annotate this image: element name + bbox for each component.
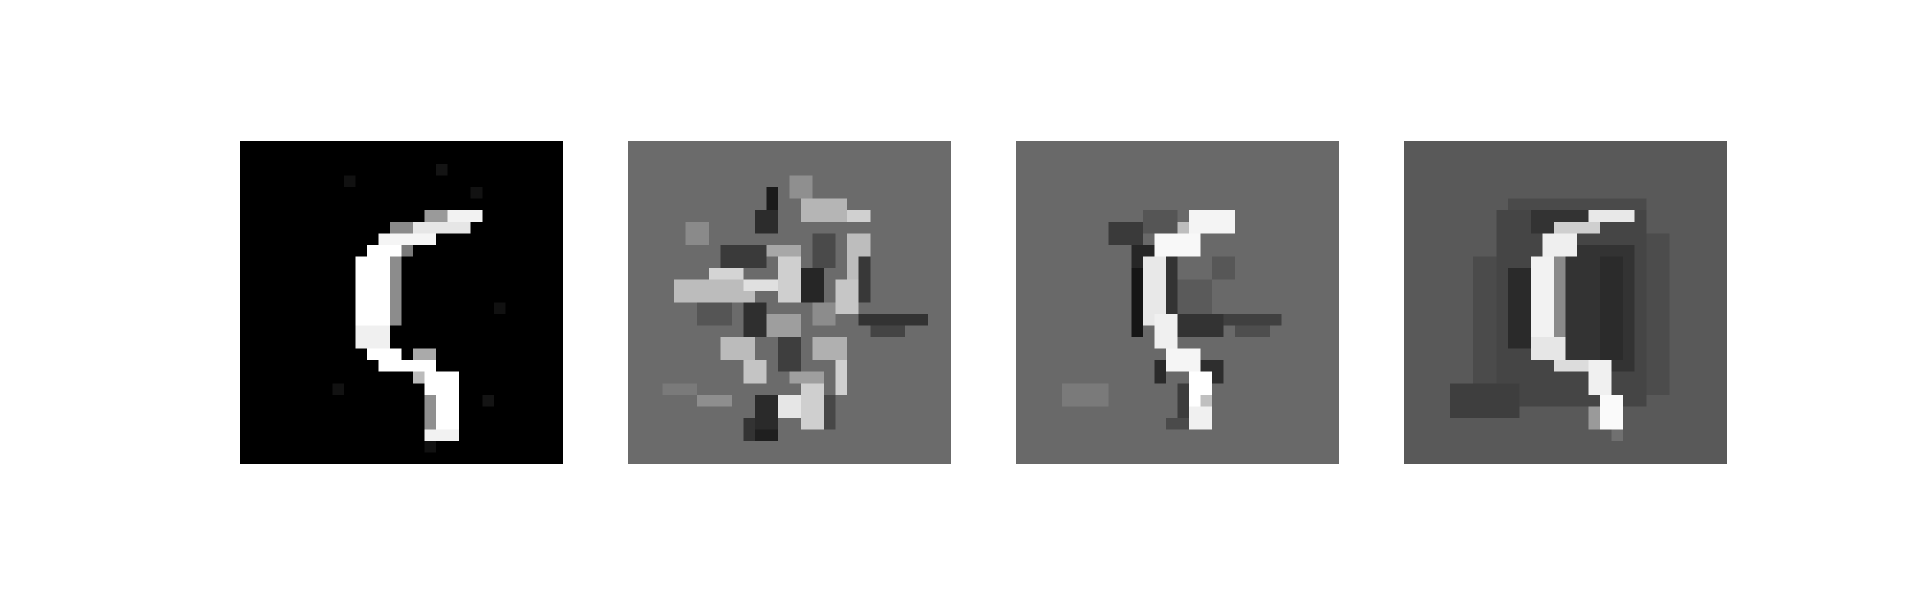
image-panel-original bbox=[240, 141, 563, 464]
digit-image-original bbox=[240, 141, 563, 464]
digit-image-reconstruction-1 bbox=[628, 141, 951, 464]
image-panel-reconstruction-1 bbox=[628, 141, 951, 464]
image-panel-reconstruction-2 bbox=[1016, 141, 1339, 464]
digit-image-reconstruction-2 bbox=[1016, 141, 1339, 464]
digit-image-reconstruction-3 bbox=[1404, 141, 1727, 464]
image-panel-reconstruction-3 bbox=[1404, 141, 1727, 464]
